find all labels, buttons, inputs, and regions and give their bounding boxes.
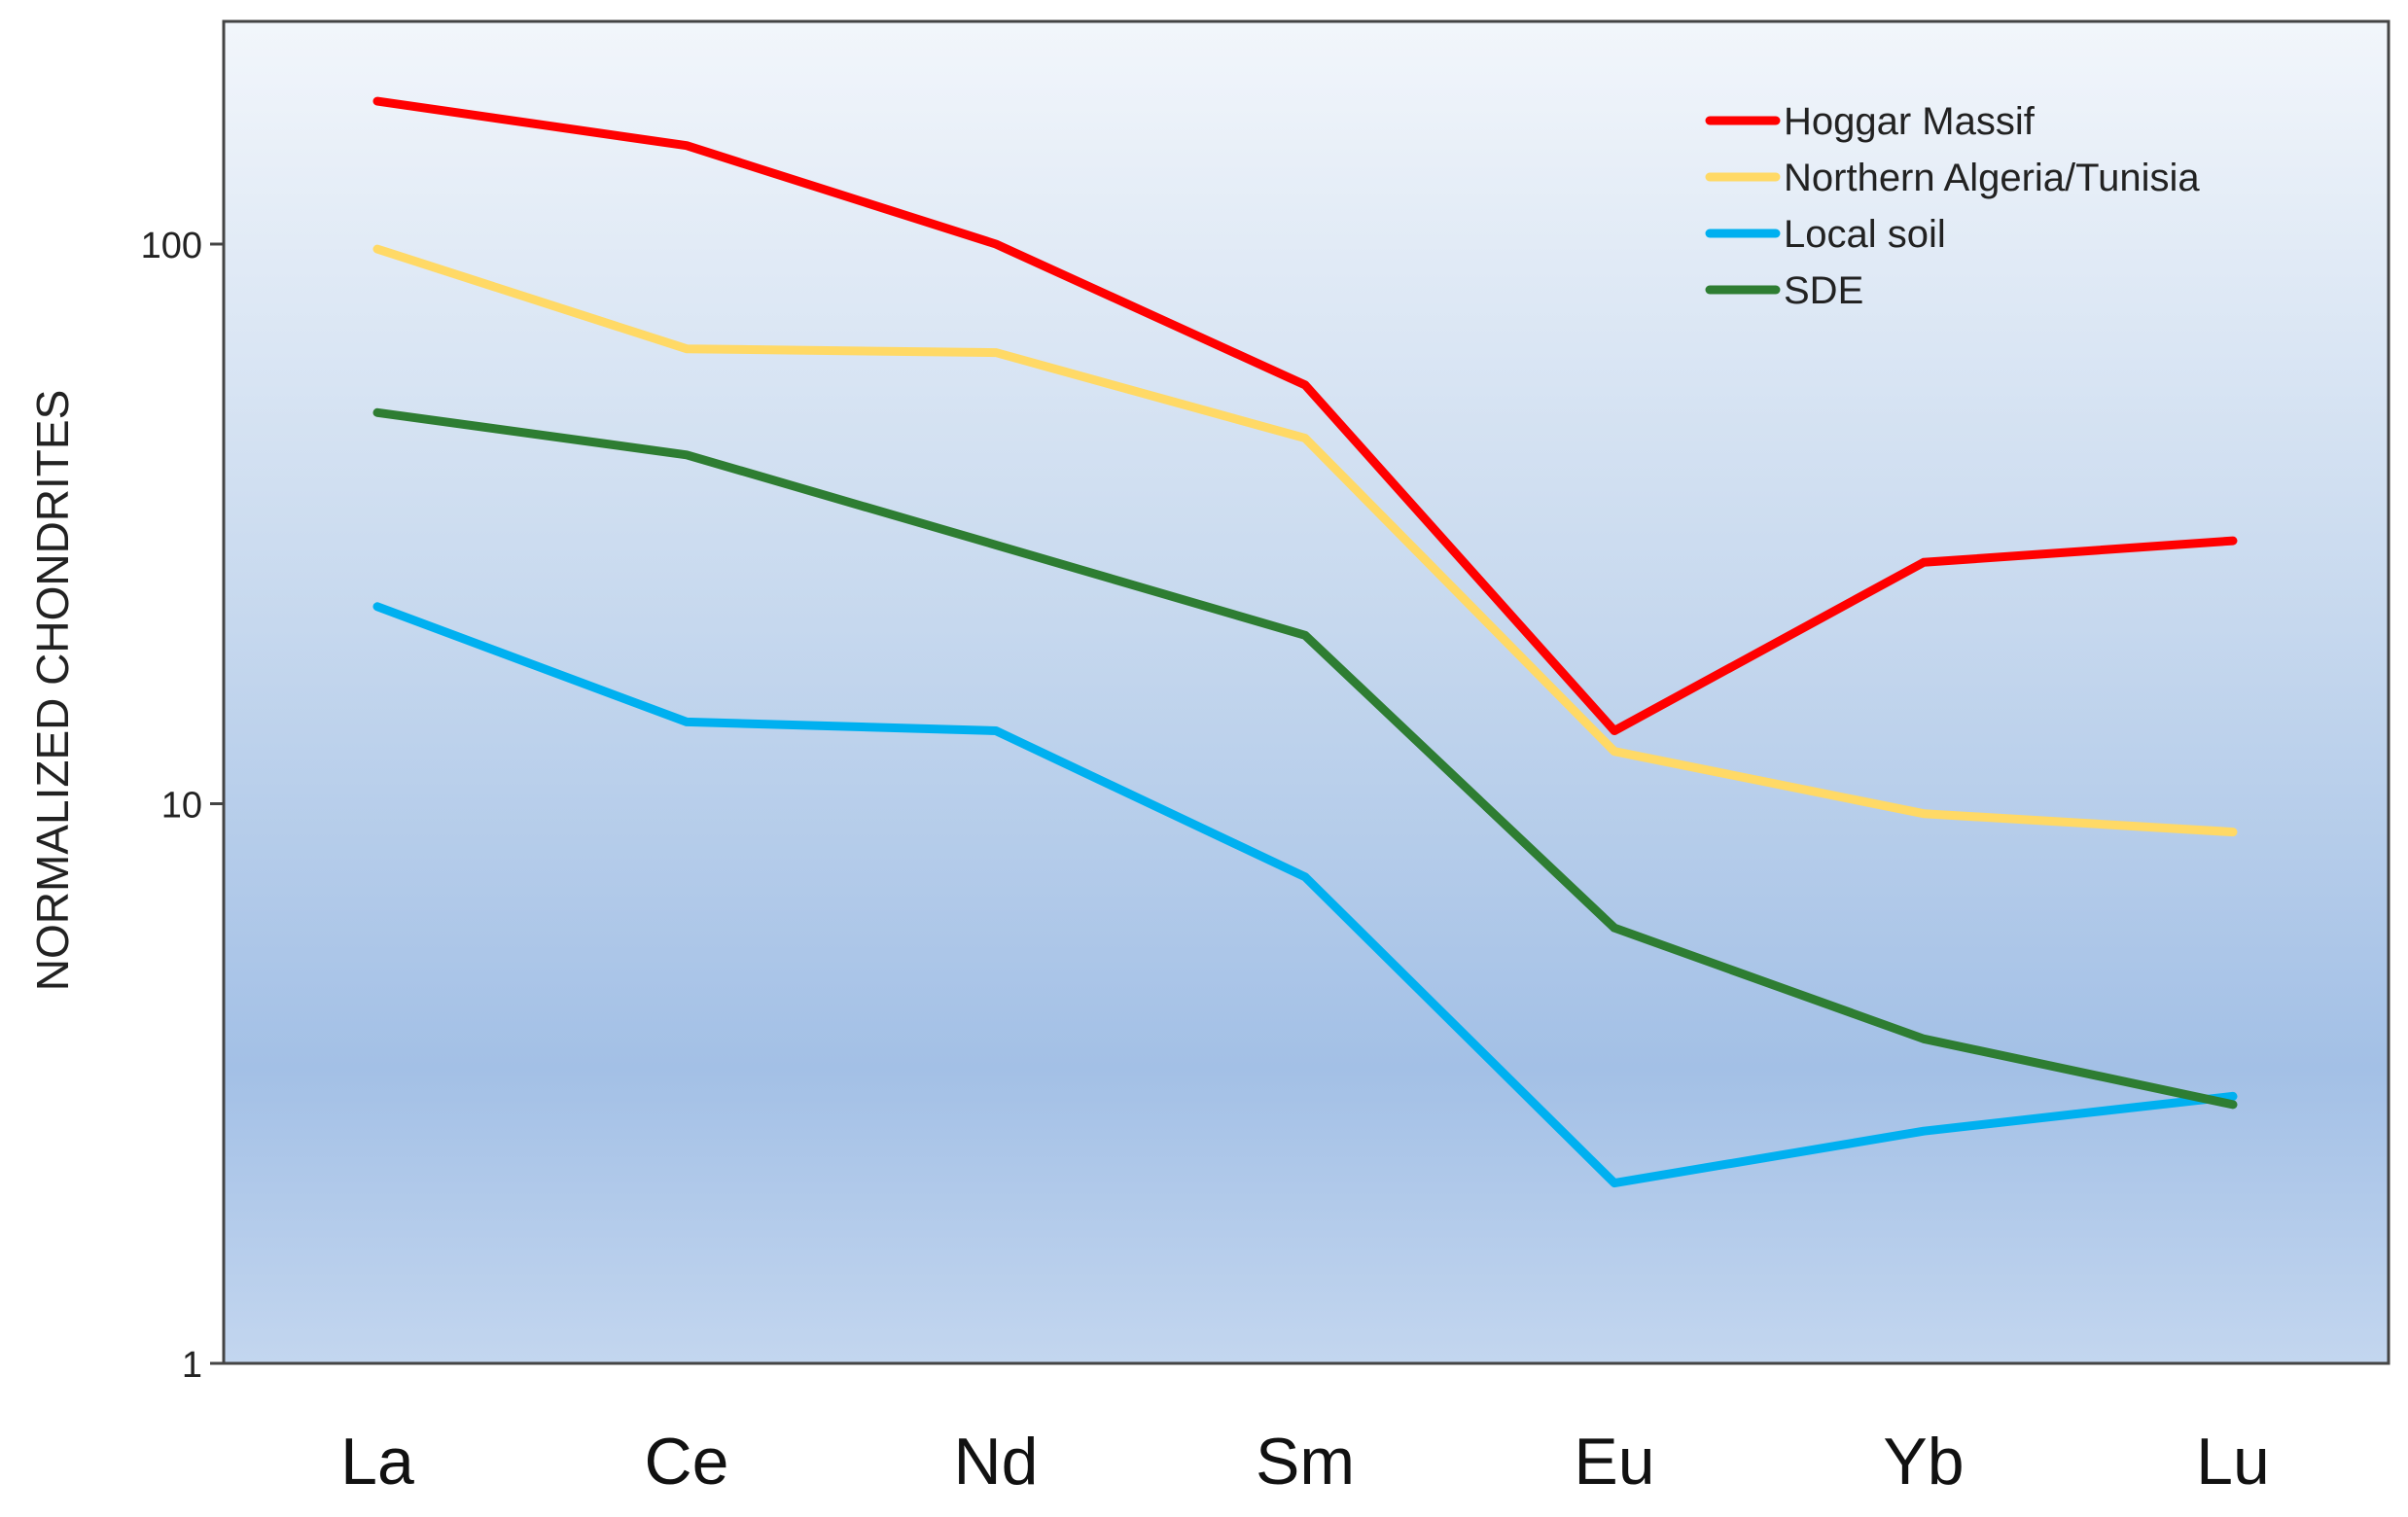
x-category-label: Sm [1256,1425,1355,1499]
plot-area [222,19,2390,1365]
series-line-northern-algeria-tunisia [372,244,2238,837]
x-axis: La Ce Nd Sm Eu Yb Lu [340,1425,2270,1499]
x-category-label: Ce [645,1425,729,1499]
x-category-label: Lu [2196,1425,2270,1499]
x-category-label: La [340,1425,414,1499]
legend-label: Northern Algeria/Tunisia [1784,157,2200,199]
x-category-label: Eu [1574,1425,1654,1499]
legend-label: Hoggar Massif [1784,100,2036,143]
series-line-sde [372,407,2238,1110]
x-category-label: Nd [954,1425,1039,1499]
y-tick-label: 10 [161,786,202,827]
series-layer [372,96,2238,1188]
legend: Hoggar Massif Northern Algeria/Tunisia Loc… [1705,100,2200,312]
y-tick-label: 100 [141,226,202,266]
y-tick-label: 1 [182,1345,202,1386]
y-axis-title: NORMALIZED CHONDRITES [27,390,78,991]
series-line-hoggar-massif [372,96,2238,735]
legend-label: Local soil [1784,213,1946,256]
series-line-local-soil [372,602,2238,1188]
y-axis: 1 10 100 [141,226,224,1386]
legend-label: SDE [1784,269,1863,312]
x-category-label: Yb [1883,1425,1964,1499]
